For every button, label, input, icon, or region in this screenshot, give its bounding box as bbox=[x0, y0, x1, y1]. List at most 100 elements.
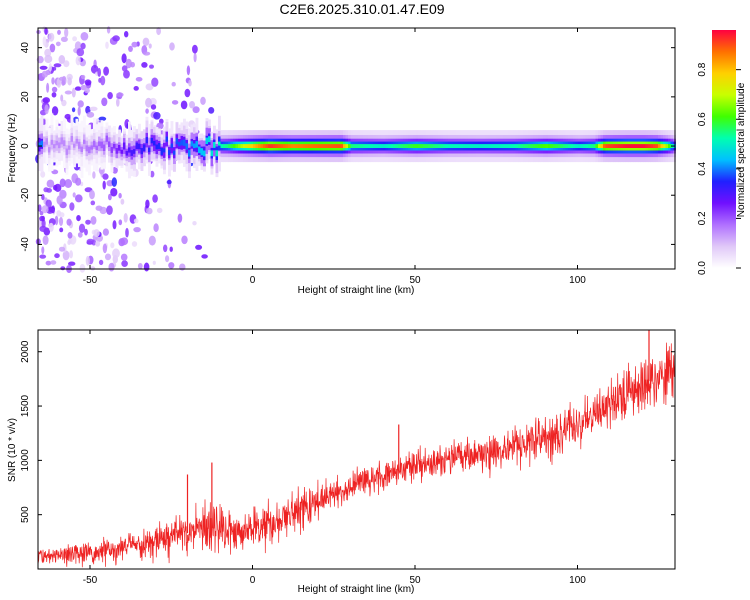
spectrogram-blob bbox=[86, 111, 95, 118]
spectrogram-ridge-cell bbox=[248, 144, 251, 148]
spectrogram-blob bbox=[61, 99, 67, 107]
spectrogram-blob bbox=[133, 218, 139, 224]
spectrogram-ridge-cell bbox=[160, 148, 164, 155]
spectrogram-ridge-cell bbox=[355, 144, 359, 148]
spectrogram-blob bbox=[72, 36, 77, 42]
spectrogram-blob bbox=[60, 94, 64, 102]
spectrogram-ridge-cell bbox=[315, 144, 319, 148]
spectrogram-blob bbox=[112, 35, 120, 42]
spectrogram-ridge-cell bbox=[185, 143, 189, 150]
spectrogram-ridge-cell bbox=[255, 144, 259, 148]
spectrogram-blob bbox=[121, 260, 128, 267]
spectrogram-ridge-cell bbox=[275, 144, 279, 148]
spectrogram-ridge-cell bbox=[563, 144, 566, 148]
spectrogram-blob bbox=[184, 88, 191, 98]
spectrogram-ridge-cell bbox=[105, 135, 109, 142]
spectrogram-blob bbox=[102, 180, 106, 190]
snr-panel: -50 0 50 100 500 1000 1500 2000 Height of stra… bbox=[7, 329, 676, 595]
spectrogram-ridge-cell bbox=[498, 144, 501, 148]
spectrogram-blob bbox=[84, 79, 92, 86]
spectrogram-blob bbox=[116, 98, 120, 107]
spectrogram-blob bbox=[116, 92, 124, 97]
spectrogram-ridge-cell bbox=[168, 150, 171, 155]
snr-series bbox=[37, 330, 676, 568]
colorbar: 0.0 0.2 0.4 0.6 0.8 Normalized spectral ampl… bbox=[697, 30, 747, 275]
spectrogram-blob bbox=[150, 170, 155, 178]
spectrogram-ridge-cell bbox=[395, 144, 399, 148]
spectrogram-blob bbox=[60, 266, 66, 271]
spectrogram-ridge-cell bbox=[658, 144, 661, 148]
spectrogram-blob bbox=[58, 55, 66, 64]
spectrogram-ridge-cell bbox=[188, 149, 191, 157]
spectrogram-ridge-cell bbox=[38, 142, 41, 147]
spectrogram-ridge-cell bbox=[460, 144, 464, 148]
spectrogram-ridge-cell bbox=[353, 144, 356, 148]
spectrogram-blob bbox=[51, 92, 57, 98]
spectrogram-ridge-cell bbox=[73, 143, 76, 148]
spectrogram-blob bbox=[137, 263, 143, 269]
spectrogram-ridge-cell bbox=[453, 144, 456, 148]
spectrogram-ridge-cell bbox=[260, 144, 264, 148]
spectrogram-ridge-cell bbox=[630, 144, 634, 148]
colorbar-label: Normalized spectral amplitude bbox=[736, 82, 747, 217]
spectrogram-blob bbox=[192, 106, 200, 114]
spectrogram-ridge-cell bbox=[233, 144, 236, 148]
spectrogram-blob bbox=[98, 259, 104, 266]
snr-y-ticks: 500 1000 1500 2000 bbox=[20, 340, 675, 523]
spectrogram-ridge-cell bbox=[605, 144, 609, 148]
spectrogram-blob bbox=[104, 253, 112, 261]
spectrogram-blob bbox=[89, 189, 95, 200]
spectrogram-blob bbox=[186, 65, 191, 76]
spectrogram-ridge-cell bbox=[490, 144, 494, 148]
spectrogram-ridge-cell bbox=[543, 144, 546, 148]
spectrogram-blob bbox=[77, 106, 81, 116]
spectrogram-ridge-cell bbox=[293, 144, 296, 148]
spectrogram-blob bbox=[41, 219, 46, 228]
spectrogram-ridge-cell bbox=[70, 136, 74, 142]
spectrogram-ridge-cell bbox=[573, 144, 576, 148]
spectrogram-ridge-cell bbox=[535, 144, 539, 148]
spectrogram-blob bbox=[148, 235, 156, 246]
spectrogram-ridge-cell bbox=[363, 144, 366, 148]
spectrogram-ridge-cell bbox=[93, 140, 96, 148]
spectrogram-ridge-cell bbox=[343, 144, 346, 148]
spectrogram-blob bbox=[192, 221, 197, 226]
spectrogram-blob bbox=[179, 263, 186, 271]
spectrogram-ridge-cell bbox=[288, 144, 291, 148]
spectrogram-blob bbox=[166, 179, 172, 185]
spectrogram-blob bbox=[90, 216, 97, 225]
spectrogram-ridge-cell bbox=[140, 148, 144, 155]
spectrogram-ridge-cell bbox=[625, 144, 629, 148]
spectrogram-ridge-cell bbox=[388, 144, 391, 148]
spectrogram-ridge-cell bbox=[78, 141, 81, 149]
spectrogram-ridge-cell bbox=[473, 144, 476, 148]
spectrogram-blob bbox=[102, 173, 109, 180]
spectrogram-ridge-cell bbox=[253, 144, 256, 148]
spectrogram-blob bbox=[111, 177, 118, 187]
spectrogram-y-tick-label: -40 bbox=[20, 237, 31, 252]
spectrogram-blob bbox=[39, 225, 48, 232]
spectrogram-ridge-cell bbox=[323, 144, 326, 148]
spectrogram-ridge-cell bbox=[430, 144, 434, 148]
spectrogram-ridge-cell bbox=[250, 144, 254, 148]
spectrogram-panel: -50 0 50 100 -40 -20 0 20 40 Height of straight… bbox=[7, 26, 676, 296]
spectrogram-blob bbox=[201, 254, 208, 259]
spectrogram-blob bbox=[108, 193, 112, 201]
spectrogram-ridge-cell bbox=[63, 140, 66, 147]
spectrogram-blob bbox=[64, 90, 73, 95]
spectrogram-ridge-cell bbox=[503, 144, 506, 148]
snr-y-tick-label: 1500 bbox=[20, 394, 31, 417]
spectrogram-ridge-cell bbox=[458, 144, 461, 148]
spectrogram-ridge-cell bbox=[285, 144, 289, 148]
spectrogram-ridge-cell bbox=[108, 141, 111, 147]
spectrogram-y-tick-label: 0 bbox=[20, 143, 31, 149]
spectrogram-ridge-cell bbox=[335, 144, 339, 148]
spectrogram-blob bbox=[107, 92, 113, 100]
spectrogram-ridge-cell bbox=[468, 144, 471, 148]
spectrogram-ridge-cell bbox=[88, 146, 91, 153]
spectrogram-ridge-cell bbox=[265, 144, 269, 148]
snr-y-tick-label: 1000 bbox=[20, 449, 31, 472]
spectrogram-ridge-cell bbox=[618, 144, 621, 148]
spectrogram-ridge-cell bbox=[413, 144, 416, 148]
spectrogram-ridge-cell bbox=[400, 144, 404, 148]
